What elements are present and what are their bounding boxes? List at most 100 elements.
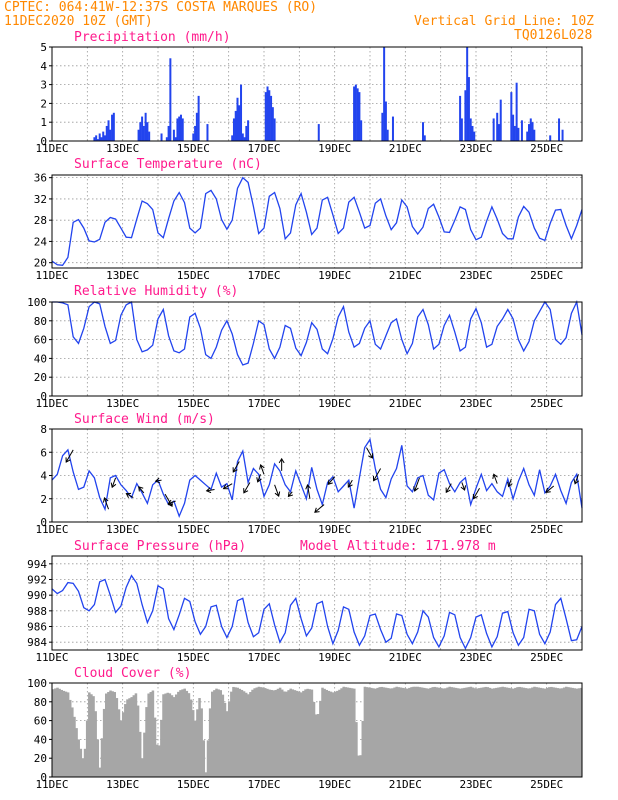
wind-vector-head	[138, 486, 144, 492]
cloud-bar	[579, 687, 583, 777]
cloud-bar	[433, 686, 437, 777]
precip-bar	[167, 125, 170, 141]
y-tick-label: 24	[34, 235, 48, 248]
cloud-bar	[482, 687, 485, 777]
cloud-bar	[473, 688, 477, 777]
cloud-bar	[378, 687, 381, 777]
cloud-bar	[119, 720, 123, 777]
wind-vector	[260, 464, 265, 475]
cloud-bar	[194, 720, 197, 777]
cloud-bar	[100, 738, 104, 777]
wind-vector-head	[205, 487, 212, 494]
x-tick-label: 11DEC	[35, 651, 68, 664]
cloud-bar	[382, 687, 386, 777]
x-tick-label: 17DEC	[247, 523, 280, 536]
cloud-bar	[272, 690, 275, 777]
cloud-bar	[365, 687, 369, 777]
cloud-bar	[476, 688, 479, 777]
wind-vector-head	[222, 484, 229, 490]
x-tick-label: 19DEC	[318, 142, 351, 155]
cloud-bar	[342, 686, 345, 777]
cloud-bar	[469, 686, 473, 777]
x-tick-label: 13DEC	[106, 523, 139, 536]
cloud-bar	[323, 688, 326, 777]
precip-bar	[148, 131, 151, 141]
cloud-bar	[446, 687, 449, 777]
rh-panel-title: Relative Humidity (%)	[74, 284, 238, 299]
cloud-bar	[367, 687, 371, 777]
cloud-bar	[514, 687, 517, 777]
cloud-bar	[486, 687, 490, 777]
cloud-bar	[287, 690, 290, 777]
cloud-bar	[348, 687, 352, 777]
cloud-bar	[185, 690, 189, 777]
wind-vector	[314, 504, 325, 513]
y-tick-label: 0	[40, 516, 47, 529]
x-tick-label: 25DEC	[530, 778, 563, 791]
cloud-bar	[452, 687, 456, 777]
cloud-bar	[450, 687, 454, 777]
cloud-bar	[213, 690, 216, 777]
cloud-bar	[234, 687, 237, 777]
x-tick-label: 15DEC	[177, 142, 210, 155]
cloud-bar	[71, 707, 74, 777]
cloud-bar	[215, 688, 218, 777]
cloud-bar	[340, 688, 343, 777]
cloud-bar	[423, 687, 426, 777]
pres-panel-title: Surface Pressure (hPa)	[74, 539, 246, 554]
cloud-bar	[509, 688, 513, 777]
wind-vector-head	[460, 485, 467, 491]
wind-vector	[373, 468, 382, 481]
cloud-bar	[569, 687, 572, 777]
cloud-bar	[531, 687, 534, 777]
x-tick-label: 21DEC	[389, 778, 422, 791]
cloud-bar	[102, 708, 106, 777]
cloud-bar	[346, 687, 350, 777]
precip-bar	[317, 124, 320, 141]
cloud-bar	[79, 748, 83, 777]
cloud-bar	[573, 688, 577, 777]
cloud-bar	[244, 692, 248, 777]
cloud-bar	[136, 705, 140, 777]
cloud-bar	[300, 692, 303, 777]
cloud-bar	[211, 691, 214, 777]
precip-bar	[270, 95, 273, 141]
plot-area	[52, 47, 582, 141]
cloud-bar	[459, 688, 462, 777]
cloud-bar	[499, 687, 502, 777]
y-tick-label: 984	[27, 636, 47, 649]
cloud-bar	[278, 687, 282, 777]
cloud-bar	[488, 687, 492, 777]
cloud-bar	[467, 687, 471, 777]
precip-bar	[464, 90, 467, 141]
cloud-bar	[361, 720, 365, 777]
wind-vector-head	[472, 493, 478, 500]
x-tick-label: 21DEC	[389, 142, 422, 155]
wind-vector-head	[243, 488, 249, 494]
precip-bar	[492, 118, 495, 141]
cloud-bar	[187, 693, 191, 777]
cloud-bar	[529, 688, 532, 777]
cloud-bar	[577, 688, 581, 777]
wind-vector	[138, 486, 145, 494]
cloud-bar	[242, 691, 246, 777]
cloud-bar	[338, 689, 341, 777]
cloud-bar	[285, 691, 288, 777]
wind-vector-head	[274, 491, 281, 497]
plot-frame	[51, 682, 583, 778]
cloud-bar	[541, 688, 545, 777]
x-tick-label: 25DEC	[530, 397, 563, 410]
wind-vector-head	[445, 487, 451, 494]
cloud-bar	[261, 687, 265, 777]
cloud-bar	[420, 687, 424, 777]
precip-bar	[549, 135, 552, 141]
cloud-bar	[58, 688, 61, 777]
wind-vector-head	[278, 457, 285, 464]
precip-bar	[381, 112, 384, 141]
cloud-bar	[495, 687, 498, 777]
wind-vector	[461, 482, 466, 491]
wind-panel-title: Surface Wind (m/s)	[74, 412, 215, 427]
cloud-bar	[225, 711, 229, 777]
precip-bar	[497, 124, 500, 141]
cloud-bar	[77, 739, 80, 777]
